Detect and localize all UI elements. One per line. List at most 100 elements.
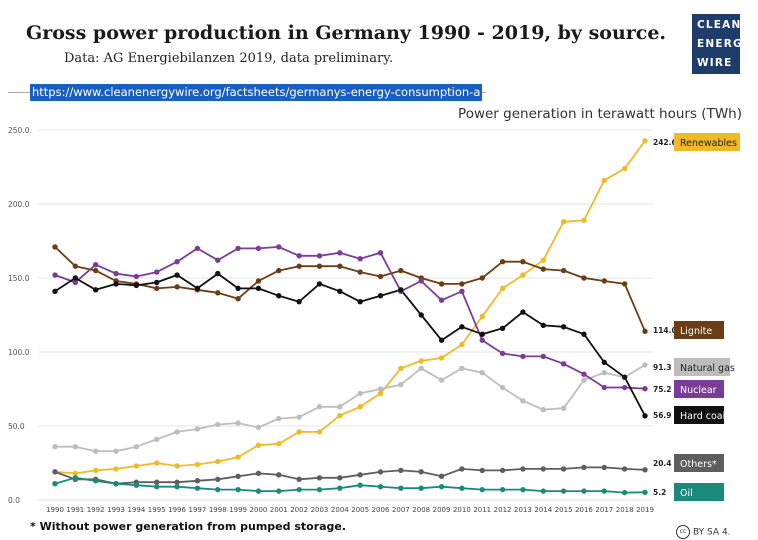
data-point-renewables — [398, 365, 404, 371]
y-tick-label: 250.0 — [8, 126, 30, 135]
data-point-hard-coal — [499, 325, 506, 332]
data-point-hard-coal — [479, 331, 485, 337]
end-value-nuclear: 75.2 — [653, 385, 672, 394]
series-line-natural-gas — [55, 364, 646, 453]
series-line-oil — [54, 476, 646, 494]
data-point-renewables — [235, 454, 241, 460]
series-line-renewables — [54, 140, 646, 475]
data-point-renewables — [499, 285, 506, 292]
data-point-others — [52, 469, 58, 475]
data-point-nuclear — [621, 384, 628, 391]
data-point-nuclear — [581, 371, 587, 377]
x-tick-label: 2018 — [616, 506, 634, 514]
license-text: BY SA 4. — [693, 527, 731, 538]
data-point-oil — [174, 483, 180, 490]
data-point-natural-gas — [316, 404, 323, 410]
data-point-nuclear — [499, 350, 506, 357]
legend-label-others: Others* — [680, 459, 717, 470]
data-point-lignite — [337, 263, 343, 269]
data-point-renewables — [581, 217, 587, 223]
data-point-lignite — [255, 278, 262, 284]
data-point-renewables — [316, 429, 323, 435]
x-tick-label: 1999 — [229, 506, 247, 514]
y-tick-label: 50.0 — [8, 422, 25, 431]
data-point-nuclear — [459, 288, 465, 295]
data-point-natural-gas — [418, 365, 424, 371]
data-point-lignite — [357, 269, 363, 275]
data-point-hard-coal — [357, 298, 363, 305]
data-point-hard-coal — [398, 287, 404, 293]
x-tick-label: 1996 — [168, 506, 186, 514]
data-point-hard-coal — [133, 282, 140, 289]
data-point-renewables — [255, 442, 262, 448]
y-axis: 0.0 50.0 100.0 150.0 200.0 250.0 — [8, 126, 30, 505]
data-point-renewables — [418, 358, 424, 364]
series-line-others — [54, 466, 646, 485]
data-point-hard-coal — [377, 293, 384, 299]
data-point-lignite — [459, 281, 465, 287]
data-point-others — [174, 479, 180, 485]
data-point-nuclear — [560, 361, 567, 367]
data-point-oil — [479, 486, 485, 493]
data-point-oil — [581, 488, 587, 494]
series-line-hard-coal — [54, 272, 646, 417]
data-point-renewables — [459, 341, 465, 348]
page-title: Gross power production in Germany 1990 -… — [26, 22, 667, 44]
data-point-hard-coal — [255, 285, 262, 292]
data-point-lignite — [154, 285, 160, 292]
x-tick-label: 2017 — [595, 506, 613, 514]
x-tick-label: 2014 — [534, 506, 552, 514]
data-point-nuclear — [133, 273, 140, 280]
x-tick-label: 1993 — [107, 506, 125, 514]
data-point-hard-coal — [316, 281, 323, 287]
data-point-renewables — [72, 470, 79, 477]
data-point-others — [499, 467, 506, 474]
data-point-nuclear — [418, 278, 424, 284]
y-tick-label: 100.0 — [8, 348, 30, 357]
data-point-oil — [357, 482, 363, 488]
data-point-renewables — [520, 272, 526, 278]
data-point-oil — [459, 485, 465, 491]
data-point-oil — [154, 483, 160, 490]
end-value-others: 20.4 — [653, 459, 672, 468]
y-tick-label: 150.0 — [8, 274, 30, 283]
data-point-natural-gas — [154, 436, 160, 443]
data-point-hard-coal — [418, 312, 424, 318]
end-value-natural-gas: 91.3 — [653, 363, 672, 372]
data-point-oil — [621, 489, 628, 496]
data-point-others — [581, 464, 587, 471]
data-point-nuclear — [72, 279, 79, 286]
data-point-others — [377, 469, 384, 475]
data-point-lignite — [377, 273, 384, 280]
legend-label-oil: Oil — [680, 488, 693, 499]
data-point-oil — [377, 483, 384, 490]
data-point-others — [316, 475, 323, 481]
data-point-lignite — [52, 244, 58, 250]
data-point-nuclear — [316, 253, 323, 259]
data-point-renewables — [92, 467, 99, 474]
data-point-nuclear — [479, 337, 485, 343]
data-point-renewables — [154, 460, 160, 466]
data-point-hard-coal — [235, 285, 241, 292]
legend-label-nuclear: Nuclear — [680, 385, 717, 396]
data-point-renewables — [621, 165, 628, 172]
data-point-others — [459, 466, 465, 472]
data-point-renewables — [296, 429, 302, 435]
source-url-link[interactable]: https://www.cleanenergywire.org/factshee… — [30, 84, 483, 101]
data-point-natural-gas — [601, 370, 608, 376]
data-point-hard-coal — [337, 288, 343, 295]
x-tick-label: 1998 — [209, 506, 227, 514]
data-point-others — [621, 466, 628, 472]
data-point-oil — [316, 486, 323, 493]
data-point-nuclear — [194, 245, 201, 252]
data-point-hard-coal — [621, 374, 628, 380]
data-point-lignite — [316, 263, 323, 269]
x-tick-label: 1997 — [188, 506, 206, 514]
legend-label-natural-gas: Natural gas — [680, 363, 735, 374]
clean-energy-wire-logo[interactable]: CLEAN ENERGY WIRE — [692, 14, 750, 74]
license-badge: cc BY SA 4. — [676, 525, 731, 539]
data-point-natural-gas — [72, 444, 79, 450]
data-point-hard-coal — [438, 337, 445, 343]
data-point-hard-coal — [72, 275, 79, 281]
data-point-nuclear — [296, 253, 302, 259]
